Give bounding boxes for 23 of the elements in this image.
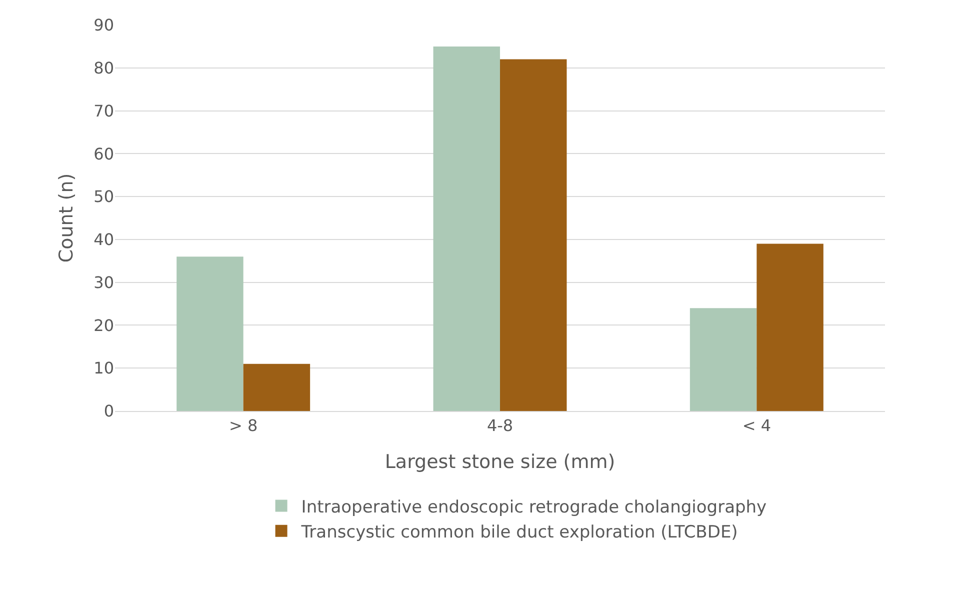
y-axis-title: Count (n) [55,173,78,263]
y-tick-label: 30 [94,272,114,292]
y-tick-label: 20 [94,316,114,335]
x-axis-title: Largest stone size (mm) [384,451,616,473]
x-tick-label: 4-8 [486,416,514,436]
y-tick-label: 60 [94,144,114,164]
bar [243,364,310,411]
bar [500,59,567,411]
y-tick-label: 70 [94,101,114,120]
bar [690,308,757,411]
legend-label: Intraoperative endoscopic retrograde cholangiography [301,497,767,518]
y-tick-label: 80 [94,58,114,78]
bar [176,256,244,411]
legend-label: Transcystic common bile duct exploration (LTCBDE) [300,522,738,542]
y-tick-label: 50 [94,187,114,206]
bar [433,46,500,411]
x-tick-label: < 4 [742,416,772,436]
x-tick-label: > 8 [228,416,258,436]
y-tick-label: 10 [94,358,114,378]
bar [756,244,824,411]
y-tick-label: 40 [94,230,114,250]
y-tick-label: 90 [94,16,114,35]
y-tick-label: 0 [104,402,114,421]
